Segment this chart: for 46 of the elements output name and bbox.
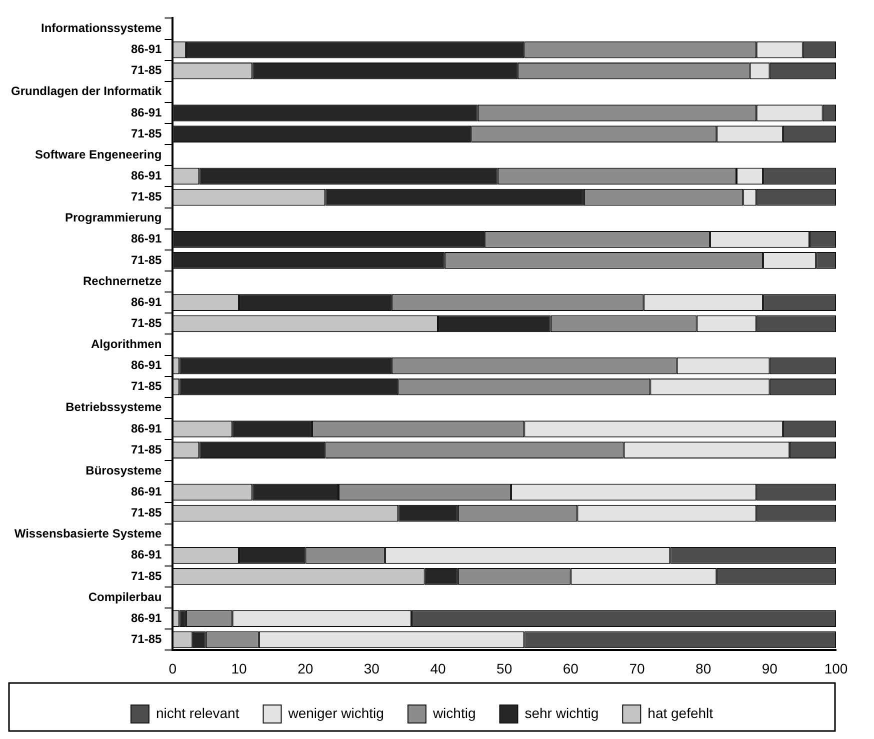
legend-label: wichtig	[432, 704, 476, 721]
y-tick-label: 86-91	[130, 42, 162, 56]
legend-label: nicht relevant	[156, 704, 240, 721]
x-tick-label: 100	[824, 660, 848, 676]
y-tick-label: Software Engeneering	[34, 147, 162, 162]
y-tick-label: Compilerbau	[88, 590, 162, 604]
y-tick-label: 71-85	[130, 316, 162, 330]
y-tick-label: 71-85	[130, 506, 162, 520]
y-tick-label: Betriebssysteme	[66, 400, 162, 414]
y-tick-label: 71-85	[130, 442, 162, 456]
y-tick-label: 86-91	[130, 548, 162, 562]
y-tick-label: 86-91	[130, 421, 162, 436]
x-tick-label: 30	[364, 660, 380, 676]
x-tick-label: 60	[562, 660, 579, 676]
x-tick-label: 20	[298, 660, 314, 676]
y-tick-label: Programmierung	[65, 210, 162, 225]
x-tick-label: 50	[496, 660, 512, 676]
y-tick-label: 86-91	[130, 358, 162, 372]
legend-label: weniger wichtig	[287, 704, 384, 721]
legend-label: sehr wichtig	[524, 704, 599, 721]
y-tick-label: 71-85	[130, 632, 162, 646]
y-tick-label: 71-85	[130, 190, 162, 204]
y-tick-label: Informationssysteme	[40, 21, 162, 36]
y-tick-label: 86-91	[130, 294, 162, 309]
y-tick-label: Grundlagen der Informatik	[11, 84, 162, 98]
y-tick-label: Bürosysteme	[86, 463, 162, 478]
legend-label: hat gefehlt	[648, 704, 714, 721]
y-tick-label: 86-91	[130, 610, 162, 625]
y-tick-label: Rechnernetze	[82, 274, 162, 288]
x-tick-label: 10	[231, 660, 248, 676]
y-tick-label: 71-85	[130, 568, 162, 583]
y-tick-label: 71-85	[130, 126, 162, 140]
y-tick-label: Algorithmen	[91, 337, 162, 352]
y-tick-label: 86-91	[130, 105, 162, 120]
x-tick-label: 90	[762, 660, 778, 676]
x-tick-label: 80	[696, 660, 712, 676]
y-tick-label: 86-91	[130, 168, 162, 183]
y-tick-label: 71-85	[130, 252, 162, 267]
y-tick-label: 71-85	[130, 63, 162, 78]
y-tick-label: Wissensbasierte Systeme	[14, 526, 162, 541]
y-tick-label: 86-91	[130, 232, 162, 246]
y-tick-label: 71-85	[130, 379, 162, 394]
y-tick-label: 86-91	[130, 484, 162, 499]
x-tick-label: 40	[430, 660, 446, 676]
x-tick-label: 70	[629, 660, 646, 676]
x-tick-label: 0	[168, 660, 177, 676]
